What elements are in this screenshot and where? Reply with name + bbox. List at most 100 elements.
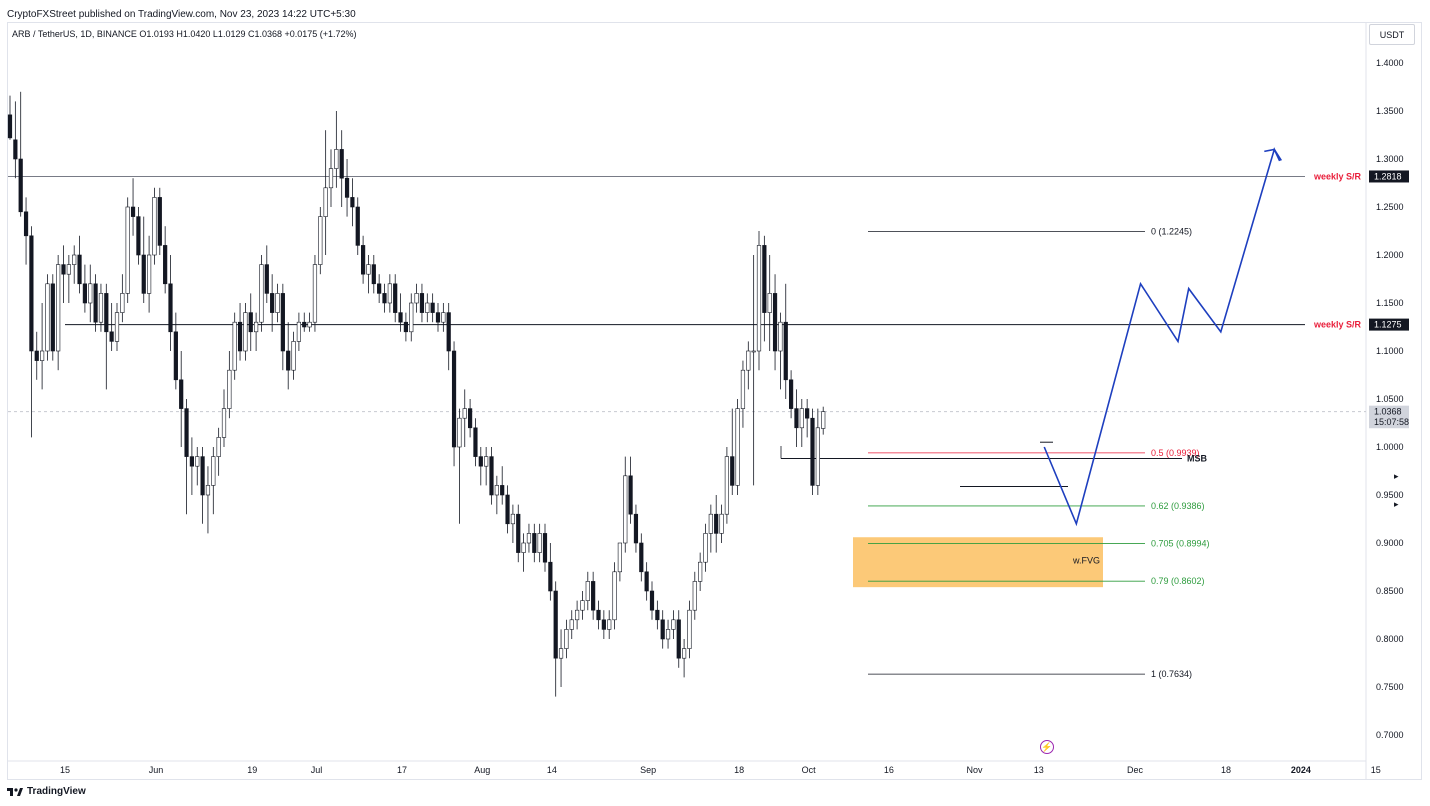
price-axis-value: 1.1275	[1374, 320, 1402, 330]
candle-up	[387, 283, 392, 304]
candle-up	[88, 283, 93, 304]
candle-down	[93, 283, 98, 323]
price-axis-tag	[1369, 405, 1409, 418]
candle-down	[13, 139, 18, 160]
candle-down	[77, 254, 82, 285]
tradingview-logo-icon	[7, 787, 23, 796]
candle-up	[580, 600, 585, 611]
candle-down	[473, 427, 478, 457]
price-axis-tag	[1369, 318, 1409, 331]
y-tick-label: 0.8500	[1376, 586, 1404, 596]
candle-down	[82, 283, 87, 304]
x-tick-label: Dec	[1127, 765, 1144, 775]
x-tick-label: 18	[734, 765, 744, 775]
candle-down	[286, 350, 291, 371]
candle-up	[457, 417, 462, 448]
candle-down	[805, 408, 810, 419]
currency-selector[interactable]: USDT	[1369, 24, 1415, 45]
candle-down	[489, 456, 494, 496]
candle-down	[237, 321, 243, 352]
candle-down	[157, 197, 162, 246]
brand-label: TradingView	[27, 786, 86, 797]
candle-down	[344, 177, 350, 198]
candle-up	[211, 456, 216, 486]
candle-up	[617, 542, 622, 573]
y-tick-label: 0.8000	[1376, 634, 1404, 644]
candle-up	[216, 437, 221, 457]
candle-up	[205, 485, 211, 496]
candle-up	[98, 293, 104, 323]
y-tick-label: 1.0500	[1376, 394, 1404, 404]
fib-level-label: 0.705 (0.8994)	[1151, 539, 1210, 549]
candle-down	[50, 283, 55, 352]
candle-down	[398, 312, 403, 323]
candle-up	[751, 350, 756, 353]
candle-down	[382, 293, 387, 304]
candle-down	[548, 561, 553, 592]
x-tick-label: 16	[884, 765, 894, 775]
arrow-right-icon[interactable]: ▸	[1394, 471, 1399, 481]
candle-down	[130, 206, 136, 217]
candle-up	[462, 408, 467, 419]
candle-down	[655, 609, 660, 621]
candle-down	[302, 321, 307, 328]
candle-down	[350, 197, 355, 208]
candle-up	[799, 408, 804, 429]
candle-down	[649, 590, 655, 611]
y-tick-label: 1.3000	[1376, 154, 1404, 164]
candle-up	[291, 341, 296, 371]
price-axis-value: 15:07:58	[1374, 417, 1409, 427]
forecast-arrowhead	[1264, 148, 1282, 161]
y-tick-label: 0.7000	[1376, 730, 1404, 740]
candle-down	[360, 245, 366, 275]
candle-up	[296, 321, 302, 342]
arrow-right-icon[interactable]: ▸	[1394, 499, 1399, 509]
candle-down	[403, 321, 409, 333]
candle-down	[104, 293, 109, 333]
msb-label: MSB	[1187, 454, 1208, 464]
candle-up	[409, 302, 414, 333]
candle-up	[125, 206, 130, 294]
fib-level-label: 0 (1.2245)	[1151, 226, 1192, 236]
candle-up	[665, 629, 671, 640]
y-tick-label: 1.1000	[1376, 346, 1404, 356]
candle-up	[681, 648, 687, 659]
candle-up	[56, 264, 61, 352]
x-tick-label: 15	[1371, 765, 1381, 775]
candle-up	[152, 197, 157, 256]
candle-up	[45, 283, 50, 352]
y-tick-label: 0.7500	[1376, 682, 1404, 692]
candle-down	[639, 542, 644, 573]
candle-down	[136, 216, 141, 256]
sr-axis-label: weekly S/R	[1313, 171, 1362, 181]
chart-frame	[7, 22, 1422, 780]
sr-axis-label: weekly S/R	[1313, 320, 1362, 330]
candle-up	[510, 513, 516, 525]
candle-up	[778, 321, 783, 352]
candle-down	[377, 283, 382, 294]
candle-up	[494, 485, 499, 496]
candle-down	[109, 331, 114, 342]
candle-up	[414, 293, 419, 304]
x-tick-label: 14	[547, 765, 557, 775]
x-tick-label: 2024	[1291, 765, 1311, 775]
x-tick-label: Jun	[149, 765, 164, 775]
candle-down	[788, 379, 794, 409]
candle-down	[248, 312, 253, 333]
candle-down	[61, 264, 66, 275]
y-tick-label: 1.3500	[1376, 106, 1404, 116]
candle-down	[141, 254, 146, 294]
candle-up	[612, 571, 617, 621]
candle-down	[794, 408, 799, 429]
fib-level-label: 0.5 (0.9939)	[1151, 448, 1200, 458]
candle-up	[746, 350, 751, 371]
candle-up	[66, 264, 71, 275]
candle-up	[735, 408, 740, 486]
candle-up	[671, 619, 676, 630]
x-tick-label: Sep	[640, 765, 656, 775]
lightning-icon[interactable]: ⚡	[1040, 740, 1054, 754]
candle-down	[772, 293, 778, 352]
candle-up	[232, 321, 237, 371]
candle-up	[687, 609, 692, 649]
